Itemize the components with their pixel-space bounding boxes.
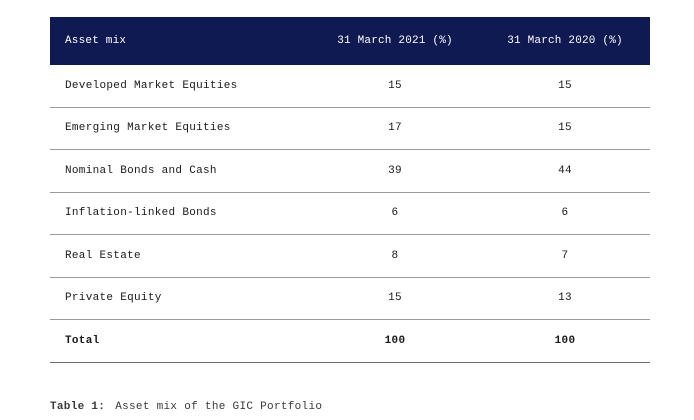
row-value-2020: 7	[561, 249, 569, 262]
table-row: Inflation-linked Bonds 6 6	[50, 193, 650, 235]
row-value-2021: 15	[388, 292, 402, 305]
caption-label: Table 1:	[50, 401, 106, 413]
total-row: Total 100 100	[50, 320, 650, 363]
row-label: Nominal Bonds and Cash	[65, 164, 217, 177]
row-value-2020: 15	[558, 122, 572, 135]
header-march-2020: 31 March 2020 (%)	[507, 35, 623, 47]
table-row: Emerging Market Equities 17 15	[50, 108, 650, 150]
table-header: Asset mix 31 March 2021 (%) 31 March 202…	[50, 17, 650, 65]
row-value-2021: 15	[388, 79, 402, 92]
row-label: Emerging Market Equities	[65, 122, 231, 135]
table-row: Real Estate 8 7	[50, 235, 650, 278]
header-march-2021: 31 March 2021 (%)	[337, 35, 453, 47]
total-value-2020: 100	[554, 334, 576, 347]
row-value-2021: 8	[391, 249, 399, 262]
header-asset-mix: Asset mix	[65, 35, 127, 47]
row-value-2020: 15	[558, 79, 572, 92]
row-value-2020: 13	[558, 292, 572, 305]
table-row: Developed Market Equities 15 15	[50, 65, 650, 108]
row-value-2020: 44	[558, 164, 572, 177]
table-row: Nominal Bonds and Cash 39 44	[50, 150, 650, 193]
row-label: Private Equity	[65, 292, 162, 305]
row-value-2021: 6	[391, 207, 399, 220]
total-value-2021: 100	[384, 334, 406, 347]
total-label: Total	[65, 334, 100, 347]
row-value-2021: 39	[388, 164, 402, 177]
asset-mix-table: Asset mix 31 March 2021 (%) 31 March 202…	[50, 17, 650, 363]
table-caption: Table 1: Asset mix of the GIC Portfolio	[50, 401, 322, 413]
row-value-2021: 17	[388, 122, 402, 135]
row-label: Developed Market Equities	[65, 79, 238, 92]
row-label: Real Estate	[65, 249, 141, 262]
row-value-2020: 6	[561, 207, 569, 220]
caption-text: Asset mix of the GIC Portfolio	[115, 401, 323, 413]
table-row: Private Equity 15 13	[50, 278, 650, 320]
row-label: Inflation-linked Bonds	[65, 207, 217, 220]
